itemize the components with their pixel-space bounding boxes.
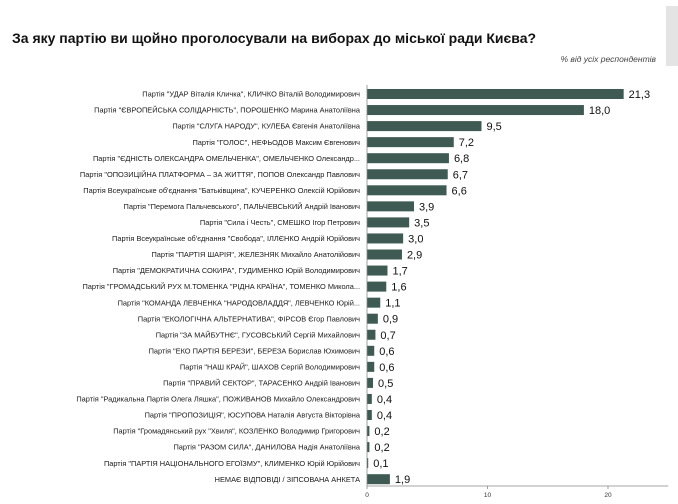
value-label: 9,5: [486, 121, 501, 133]
value-label: 18,0: [589, 105, 610, 117]
bar: [367, 393, 372, 404]
chart-subtitle: % від усіх респондентів: [560, 54, 656, 64]
category-label: НЕМАЄ ВІДПОВІДІ / ЗІПСОВАНА АНКЕТА: [215, 475, 360, 484]
bar: [367, 201, 414, 212]
category-label: Партія "ПРАВИЙ СЕКТОР", ТАРАСЕНКО Андрій…: [163, 379, 360, 388]
category-label: Партія "ЕКОЛОГІЧНА АЛЬТЕРНАТИВА", ФІРСОВ…: [138, 314, 360, 323]
bar: [367, 377, 374, 388]
value-label: 0,6: [379, 362, 394, 374]
bar: [367, 361, 375, 372]
value-label: 0,5: [378, 378, 393, 390]
value-label: 0,7: [380, 330, 395, 342]
bar: [367, 345, 375, 356]
category-label: Партія "ЗА МАЙБУТНЄ", ГУСОВСЬКИЙ Сергій …: [156, 330, 360, 339]
category-label: Партія Всеукраїнське об'єднання "Свобода…: [112, 234, 360, 243]
bar: [367, 217, 410, 228]
bar: [367, 137, 454, 148]
bar: [367, 233, 404, 244]
bar: [367, 249, 402, 260]
value-label: 1,7: [392, 266, 407, 278]
category-label: Партія "СЛУГА НАРОДУ", КУЛЕБА Євгенія Ан…: [172, 122, 361, 131]
value-label: 1,6: [391, 282, 406, 294]
bar: [367, 185, 447, 196]
bar: [367, 89, 624, 99]
category-label: Партія "Радикальна Партія Олега Ляшка", …: [76, 395, 360, 404]
bar: [367, 297, 381, 308]
category-label: Партія Всеукраїнське об'єднання "Батьків…: [83, 186, 360, 195]
category-label: Партія "Перемога Пальчевського", ПАЛЬЧЕВ…: [124, 202, 361, 211]
value-label: 6,6: [452, 185, 467, 197]
value-label: 0,2: [374, 426, 389, 438]
bar: [367, 426, 370, 437]
bar: [367, 458, 369, 469]
category-label: Партія "РАЗОМ СИЛА", ДАНИЛОВА Надія Анат…: [174, 443, 361, 452]
bar: [367, 105, 584, 116]
value-label: 0,9: [383, 314, 398, 326]
bar: [367, 474, 390, 485]
x-tick-label: 20: [604, 492, 612, 499]
bar: [367, 153, 449, 164]
category-label: Партія "КОМАНДА ЛЕВЧЕНКА "НАРОДОВЛАДДЯ",…: [118, 298, 360, 307]
category-label: Партія "ПАРТІЯ ШАРІЯ", ЖЕЛЕЗНЯК Михайло …: [152, 250, 361, 259]
value-label: 21,3: [629, 89, 650, 101]
corner-tab: [666, 6, 678, 66]
bar: [367, 442, 370, 453]
category-label: Партія "ОПОЗИЦІЙНА ПЛАТФОРМА – ЗА ЖИТТЯ"…: [80, 170, 360, 179]
bar: [367, 265, 388, 276]
x-tick-label: 0: [365, 492, 369, 499]
chart-title: За яку партію ви щойно проголосували на …: [12, 30, 537, 46]
bar: [367, 410, 372, 420]
value-label: 1,1: [385, 298, 400, 310]
category-label: Партія "ДЕМОКРАТИЧНА СОКИРА", ГУДИМЕНКО …: [113, 266, 360, 275]
value-label: 7,2: [459, 137, 474, 149]
value-label: 6,8: [454, 153, 469, 165]
category-label: Партія "Громадянський рух "Хвиля", КОЗЛЕ…: [113, 427, 360, 436]
category-label: Партія "ПРОПОЗИЦІЯ", ЮСУПОВА Наталія Авг…: [145, 411, 361, 420]
bar: [367, 313, 378, 324]
bar: [367, 281, 387, 292]
value-label: 3,9: [419, 201, 434, 213]
value-label: 3,5: [414, 217, 429, 229]
bar: [367, 329, 376, 340]
category-label: Партія "Сила і Честь", СМЕШКО Ігор Петро…: [200, 218, 360, 227]
category-label: Партія "ЄВРОПЕЙСЬКА СОЛІДАРНІСТЬ", ПОРОШ…: [94, 106, 361, 115]
value-label: 0,6: [379, 346, 394, 358]
value-label: 6,7: [453, 169, 468, 181]
category-label: Партія "УДАР Віталія Кличка", КЛИЧКО Віт…: [142, 90, 360, 99]
value-label: 0,4: [377, 394, 392, 406]
category-label: Партія "ГОЛОС", НЕФЬОДОВ Максим Євгенови…: [193, 138, 361, 147]
category-label: Партія "НАШ КРАЙ", ШАХОВ Сергій Володими…: [180, 362, 360, 371]
value-label: 0,2: [374, 442, 389, 454]
x-tick-label: 10: [484, 492, 492, 499]
category-label: Партія "ЄДНІСТЬ ОЛЕКСАНДРА ОМЕЛЬЧЕНКА", …: [93, 154, 360, 163]
value-label: 1,9: [395, 474, 410, 486]
category-label: Партія "ЕКО ПАРТІЯ БЕРЕЗИ", БЕРЕЗА Борис…: [149, 346, 361, 355]
value-label: 0,1: [373, 458, 388, 470]
value-label: 3,0: [408, 233, 423, 245]
category-label: Партія "ПАРТІЯ НАЦІОНАЛЬНОГО ЕГОЇЗМУ", К…: [104, 459, 360, 468]
bar: [367, 169, 448, 180]
category-label: Партія "ГРОМАДСЬКИЙ РУХ М.ТОМЕНКА "РІДНА…: [82, 282, 360, 291]
bar: [367, 121, 482, 132]
value-label: 0,4: [377, 410, 392, 422]
value-label: 2,9: [407, 250, 422, 262]
